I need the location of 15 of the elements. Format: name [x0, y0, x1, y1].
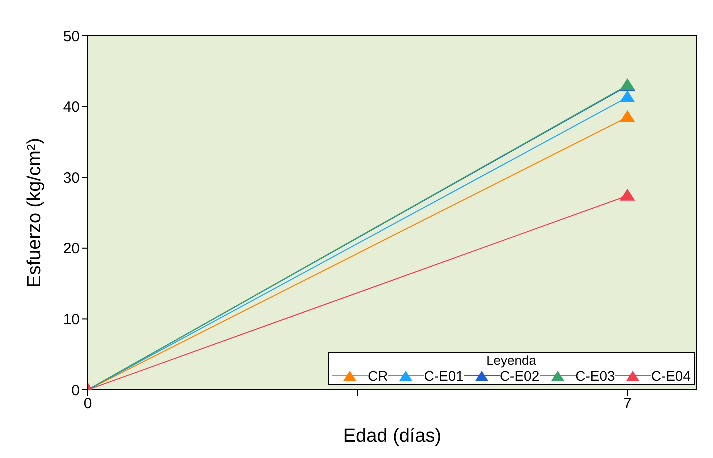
- x-axis-title: Edad (días): [343, 426, 442, 447]
- y-tick-label: 50: [63, 28, 80, 46]
- legend-label: C-E02: [500, 368, 540, 384]
- legend-label: C-E01: [424, 368, 464, 384]
- legend-title: Leyenda: [486, 353, 538, 368]
- y-tick-label: 40: [63, 99, 80, 116]
- y-tick-label: 20: [63, 240, 80, 258]
- y-axis-title: Esfuerzo (kg/cm²): [24, 138, 46, 288]
- legend-label: C-E03: [576, 368, 616, 384]
- legend-label: CR: [368, 368, 388, 384]
- y-tick-label: 30: [63, 170, 80, 187]
- y-tick-label: 10: [63, 312, 80, 329]
- y-tick-label: 0: [72, 382, 80, 400]
- x-tick-label: 7: [623, 396, 632, 413]
- legend-label: C-E04: [651, 368, 691, 384]
